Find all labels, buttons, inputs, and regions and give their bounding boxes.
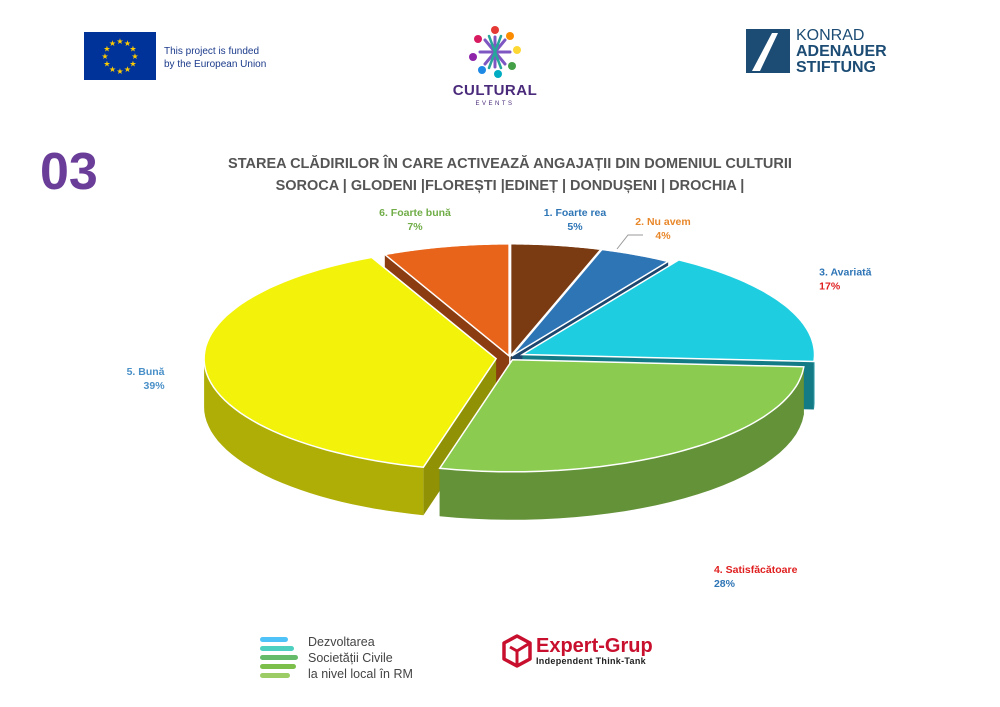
pie-slice-depth: [813, 354, 815, 410]
kas-logo-mark: [746, 29, 790, 73]
slice-value-label: 7%: [407, 221, 423, 233]
slice-category-label: 6. Foarte bună: [379, 207, 451, 219]
slice-category-label: 1. Foarte rea: [544, 207, 607, 219]
pie-slice-depth: [439, 366, 804, 520]
pie-slice: [438, 359, 805, 520]
eu-star-icon: ★: [109, 39, 116, 48]
dsc-line3: la nivel local în RM: [308, 667, 413, 681]
people-circle-icon: [469, 26, 521, 78]
eu-text-line1: This project is funded: [164, 46, 260, 57]
chart-title: STAREA CLĂDIRILOR ÎN CARE ACTIVEAZĂ ANGA…: [150, 153, 870, 197]
kas-logo-text: KONRAD ADENAUER STIFTUNG: [796, 28, 887, 76]
slice-value-label: 5%: [567, 221, 583, 233]
pie-slice-top: [383, 243, 510, 358]
kas-line1: KONRAD: [796, 27, 865, 44]
eu-star-icon: ★: [109, 65, 116, 74]
slice-value-label: 39%: [144, 380, 166, 392]
eu-star-icon: ★: [131, 52, 138, 61]
pie-slice-top: [509, 243, 603, 358]
eu-star-icon: ★: [101, 52, 108, 61]
expert-grup-logo: Expert-Grup Independent Think-Tank: [536, 636, 653, 666]
pie-slice-top: [511, 248, 671, 357]
eu-star-icon: ★: [103, 60, 110, 69]
eu-star-icon: ★: [124, 65, 131, 74]
eu-star-icon: ★: [129, 45, 136, 54]
section-number: 03: [40, 143, 98, 201]
slice-value-label: 4%: [655, 230, 671, 242]
slice-category-label: 2. Nu avem: [635, 216, 690, 228]
eu-text-line2: by the European Union: [164, 59, 267, 70]
pie-slice-top: [519, 259, 816, 363]
dsc-logo-icon: [260, 637, 298, 678]
kas-line2: ADENAUER: [796, 43, 887, 60]
chart-title-line2: SOROCA | GLODENI |FLOREȘTI |EDINEȚ | DON…: [275, 178, 745, 194]
slice-category-label: 3. Avariată: [819, 266, 871, 278]
eu-star-icon: ★: [116, 67, 123, 76]
expert-grup-cube-icon: [502, 634, 532, 668]
eu-funding-text: This project is funded by the European U…: [164, 45, 266, 71]
cultural-subtitle: EVENTS: [475, 101, 515, 107]
slice-value-label: 17%: [819, 280, 841, 292]
pie-slice-depth: [204, 358, 424, 516]
dsc-line1: Dezvoltarea: [308, 635, 375, 649]
eu-flag-logo: ★ ★ ★ ★ ★ ★ ★ ★ ★ ★ ★ ★: [84, 32, 156, 80]
pie-slice-top: [203, 256, 498, 468]
leader-line: [616, 234, 643, 250]
cultural-events-logo: CULTURAL EVENTS: [440, 20, 550, 120]
eu-star-icon: ★: [103, 45, 110, 54]
kas-line3: STIFTUNG: [796, 59, 876, 76]
slice-category-label: 4. Satisfăcătoare: [714, 564, 798, 576]
cultural-title: CULTURAL: [452, 82, 538, 99]
pie-slice-top: [438, 359, 805, 473]
eu-star-icon: ★: [129, 60, 136, 69]
expert-grup-name: Expert-Grup: [536, 635, 653, 657]
chart-title-line1: STAREA CLĂDIRILOR ÎN CARE ACTIVEAZĂ ANGA…: [228, 156, 792, 172]
expert-grup-tagline: Independent Think-Tank: [536, 656, 646, 666]
slice-category-label: 5. Bună: [127, 366, 165, 378]
dsc-logo-text: Dezvoltarea Societății Civile la nivel l…: [308, 634, 413, 682]
dsc-line2: Societății Civile: [308, 651, 393, 665]
eu-star-icon: ★: [124, 39, 131, 48]
eu-star-icon: ★: [116, 37, 123, 46]
slice-value-label: 28%: [714, 578, 736, 590]
